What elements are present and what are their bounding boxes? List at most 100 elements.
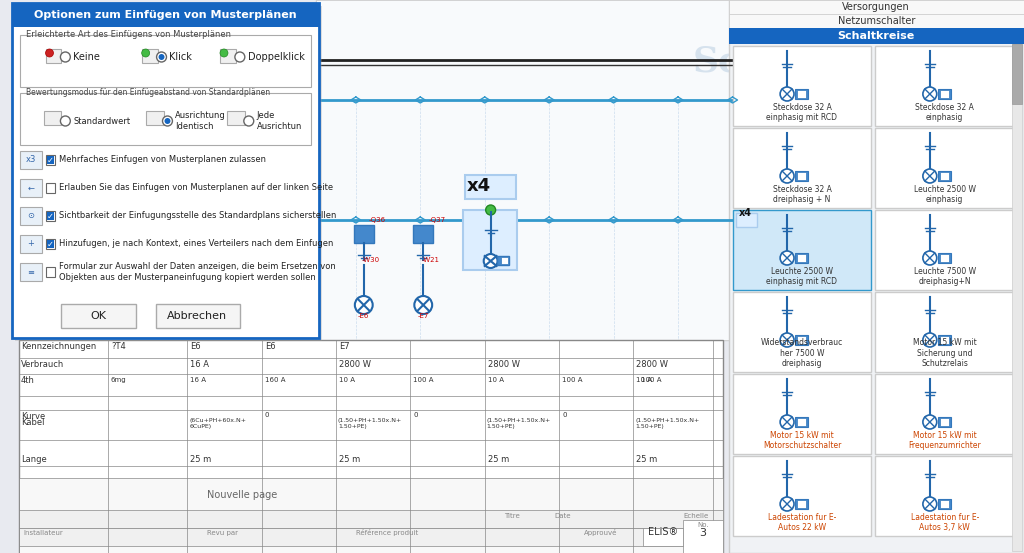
Text: 0: 0	[264, 412, 269, 418]
Text: Steckdose 32 A
einphasig mit RCD: Steckdose 32 A einphasig mit RCD	[766, 103, 838, 122]
Bar	[795, 499, 808, 509]
Text: Date: Date	[554, 513, 570, 519]
Bar	[797, 418, 806, 426]
Bar	[45, 267, 55, 277]
Bar	[876, 456, 1014, 536]
Circle shape	[483, 254, 498, 268]
Text: 100 A: 100 A	[641, 377, 662, 383]
Bar	[19, 263, 42, 281]
Text: No.: No.	[697, 522, 709, 528]
Text: (1.50+PH+1.50x.N+
1.50+PE): (1.50+PH+1.50x.N+ 1.50+PE)	[338, 418, 402, 429]
Bar	[797, 90, 806, 98]
Bar	[876, 292, 1014, 372]
Text: Erleichterte Art des Einfügens von Musterplänen: Erleichterte Art des Einfügens von Muste…	[26, 30, 230, 39]
Circle shape	[923, 169, 937, 183]
Text: Sce.1: Sce.1	[693, 45, 802, 79]
Text: ?T4: ?T4	[111, 342, 126, 351]
Bar	[316, 0, 732, 340]
Bar	[940, 254, 948, 262]
Text: Erlauben Sie das Einfugen von Musterplanen auf der linken Seite: Erlauben Sie das Einfugen von Musterplan…	[59, 184, 334, 192]
Text: Nouvelle page: Nouvelle page	[207, 490, 278, 500]
Text: 3: 3	[699, 528, 707, 538]
Bar	[795, 171, 808, 181]
Bar	[12, 3, 319, 27]
Text: 16 A: 16 A	[190, 377, 206, 383]
Text: -Q37: -Q37	[428, 217, 445, 223]
Text: Lange: Lange	[20, 455, 46, 464]
Bar	[938, 417, 950, 427]
Text: Motor 15 kW mit
Motorschutzschalter: Motor 15 kW mit Motorschutzschalter	[763, 431, 841, 450]
Text: ✓: ✓	[47, 239, 54, 248]
Bar	[735, 213, 758, 227]
Bar	[19, 35, 311, 87]
Text: 25 m: 25 m	[339, 455, 360, 464]
Circle shape	[923, 333, 937, 347]
Text: Steckdose 32 A
einphasig: Steckdose 32 A einphasig	[915, 103, 974, 122]
Text: E7: E7	[339, 342, 349, 351]
Text: Hinzufugen, je nach Kontext, eines Verteilers nach dem Einfugen: Hinzufugen, je nach Kontext, eines Verte…	[59, 239, 334, 248]
Bar	[497, 256, 509, 265]
Text: 0: 0	[414, 412, 418, 418]
Circle shape	[165, 118, 170, 124]
Text: Keine: Keine	[74, 52, 100, 62]
Circle shape	[157, 52, 167, 62]
Bar	[46, 240, 54, 248]
Circle shape	[60, 52, 71, 62]
Text: Ladestation fur E-
Autos 22 kW: Ladestation fur E- Autos 22 kW	[768, 513, 837, 532]
Bar	[1012, 44, 1022, 104]
Bar	[19, 235, 42, 253]
Text: Optionen zum Einfügen von Musterplänen: Optionen zum Einfügen von Musterplänen	[34, 10, 297, 20]
Circle shape	[220, 49, 228, 57]
Bar	[414, 225, 433, 243]
Bar	[141, 49, 158, 63]
Bar	[220, 49, 236, 63]
Text: -W21: -W21	[421, 257, 439, 263]
Bar	[938, 89, 950, 99]
Bar	[18, 478, 723, 553]
Bar	[797, 500, 806, 508]
Text: 2800 W: 2800 W	[339, 360, 371, 369]
Text: 0: 0	[562, 412, 566, 418]
Bar	[18, 510, 723, 528]
Circle shape	[923, 497, 937, 511]
Text: E6: E6	[190, 342, 201, 351]
Bar	[938, 335, 950, 345]
Bar	[18, 340, 723, 553]
Circle shape	[234, 52, 245, 62]
Text: OK: OK	[90, 311, 106, 321]
Bar	[795, 253, 808, 263]
Circle shape	[923, 87, 937, 101]
Circle shape	[60, 116, 71, 126]
Text: 25 m: 25 m	[487, 455, 509, 464]
Text: 2800 W: 2800 W	[487, 360, 520, 369]
Bar	[940, 336, 948, 344]
Text: ✓: ✓	[47, 211, 54, 221]
Bar	[61, 304, 136, 328]
Text: Motor 15 kW mit
Frequenzumrichter: Motor 15 kW mit Frequenzumrichter	[908, 431, 981, 450]
Text: Jede
Ausrichtun: Jede Ausrichtun	[257, 111, 302, 131]
Text: +: +	[28, 239, 34, 248]
Bar	[940, 172, 948, 180]
Bar	[876, 374, 1014, 454]
Bar	[501, 257, 508, 264]
Text: Leuchte 2500 W
einphasig mit RCD: Leuchte 2500 W einphasig mit RCD	[766, 267, 838, 286]
Text: Kabel: Kabel	[20, 418, 44, 427]
Bar	[643, 528, 683, 546]
Bar	[729, 14, 1024, 28]
Bar	[797, 336, 806, 344]
Bar	[938, 253, 950, 263]
Circle shape	[780, 333, 794, 347]
Bar	[729, 0, 1024, 553]
Text: Revu par: Revu par	[207, 530, 239, 536]
Circle shape	[780, 87, 794, 101]
Text: Schaltkreise: Schaltkreise	[838, 31, 914, 41]
Text: ✓: ✓	[47, 155, 54, 164]
Text: Echelle: Echelle	[683, 513, 709, 519]
Bar	[732, 46, 871, 126]
Text: ELiS®: ELiS®	[648, 527, 678, 537]
Bar	[46, 212, 54, 220]
Circle shape	[780, 497, 794, 511]
Text: 10 A: 10 A	[339, 377, 355, 383]
Text: x3: x3	[26, 155, 36, 164]
Bar	[797, 254, 806, 262]
